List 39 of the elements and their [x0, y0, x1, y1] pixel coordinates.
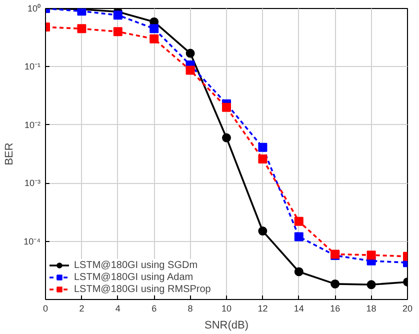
x-tick-label: 4	[115, 304, 120, 314]
point	[258, 142, 268, 152]
x-tick-label: 10	[221, 304, 232, 314]
y-tick-label: 10⁰	[27, 4, 41, 14]
legend-label: LSTM@180GI using SGDm	[74, 259, 198, 271]
y-tick-label: 10⁻⁴	[24, 236, 41, 246]
x-tick-label: 12	[258, 304, 268, 314]
y-tick-label: 10⁻³	[24, 178, 41, 188]
x-tick-label: 2	[79, 304, 84, 314]
y-tick-label: 10⁻¹	[24, 62, 41, 72]
x-tick-label: 6	[152, 304, 157, 314]
point	[150, 34, 159, 44]
x-tick-label: 8	[188, 304, 193, 314]
y-tick-label: 10⁻²	[24, 120, 41, 130]
point	[186, 66, 195, 75]
y-axis-title: BER	[4, 142, 16, 166]
point	[330, 279, 340, 288]
x-tick-label: 14	[294, 304, 304, 314]
point	[366, 280, 376, 290]
x-tick-label: 16	[330, 304, 340, 314]
x-tick-label: 0	[42, 304, 48, 314]
point	[258, 226, 268, 236]
x-axis-title: SNR(dB)	[204, 320, 249, 332]
point	[186, 48, 195, 58]
point	[294, 232, 304, 242]
point	[113, 27, 122, 36]
point	[77, 24, 86, 34]
x-tick-label: 18	[366, 304, 376, 314]
point	[294, 216, 304, 226]
legend-label: LSTM@180GI using Adam	[74, 271, 194, 283]
point	[294, 267, 304, 276]
legend-label: LSTM@180GI using RMSProp	[74, 283, 211, 295]
point	[113, 10, 122, 20]
point	[222, 102, 231, 112]
point	[150, 24, 159, 34]
point	[366, 250, 376, 260]
point	[222, 133, 231, 142]
point	[258, 154, 268, 164]
x-tick-label: 20	[402, 304, 413, 314]
